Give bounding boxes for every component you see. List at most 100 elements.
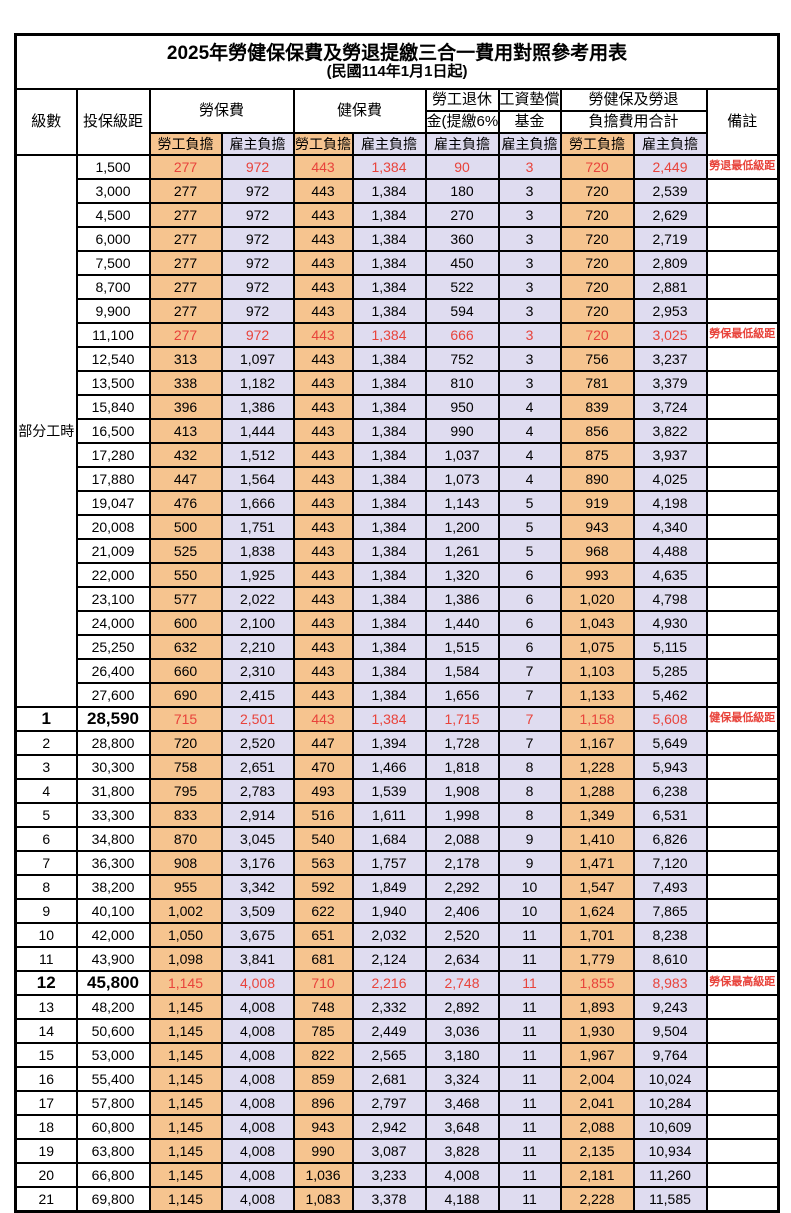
health-employee-cell: 859	[292, 1066, 354, 1092]
pension-employer-cell: 1,908	[424, 778, 500, 804]
wage-fund-cell: 7	[497, 730, 562, 756]
bracket-cell: 3,000	[75, 178, 151, 204]
health-employer-cell: 1,394	[351, 730, 427, 756]
health-employer-cell: 1,384	[351, 706, 427, 732]
total-employer-cell: 5,608	[632, 706, 708, 732]
total-employer-cell: 9,764	[632, 1042, 708, 1068]
col-header-level: 級數	[14, 88, 78, 156]
wage-fund-cell: 9	[497, 826, 562, 852]
total-employer-cell: 4,930	[632, 610, 708, 636]
bracket-cell: 21,009	[75, 538, 151, 564]
labor-employee-cell: 577	[148, 586, 223, 612]
labor-employee-cell: 525	[148, 538, 223, 564]
note-cell: 健保最低級距	[705, 706, 780, 732]
level-cell: 5	[14, 802, 78, 828]
level-cell: 9	[14, 898, 78, 924]
total-employer-cell: 10,609	[632, 1114, 708, 1140]
wage-fund-cell: 11	[497, 1066, 562, 1092]
labor-employee-cell: 1,145	[148, 1066, 223, 1092]
total-employee-cell: 943	[559, 514, 635, 540]
bracket-cell: 26,400	[75, 658, 151, 684]
health-employer-cell: 1,757	[351, 850, 427, 876]
subheader-health-employer: 雇主負擔	[351, 132, 427, 156]
labor-employee-cell: 758	[148, 754, 223, 780]
health-employee-cell: 651	[292, 922, 354, 948]
level-cell: 17	[14, 1090, 78, 1116]
total-employee-cell: 1,020	[559, 586, 635, 612]
health-employee-cell: 443	[292, 154, 354, 180]
labor-employee-cell: 1,145	[148, 1162, 223, 1188]
title-row: 2025年勞健保保費及勞退提繳三合一費用對照參考用表 (民國114年1月1日起)	[14, 33, 780, 90]
pension-employer-cell: 2,178	[424, 850, 500, 876]
total-employer-cell: 4,198	[632, 490, 708, 516]
note-cell	[705, 730, 780, 756]
health-employee-cell: 443	[292, 298, 354, 324]
labor-employer-cell: 972	[220, 202, 295, 228]
note-cell	[705, 898, 780, 924]
health-employer-cell: 2,332	[351, 994, 427, 1020]
labor-employer-cell: 972	[220, 298, 295, 324]
wage-fund-cell: 3	[497, 202, 562, 228]
pension-employer-cell: 2,292	[424, 874, 500, 900]
wage-fund-cell: 3	[497, 274, 562, 300]
bracket-cell: 30,300	[75, 754, 151, 780]
health-employer-cell: 1,384	[351, 466, 427, 492]
col-header-pension-line1: 勞工退休	[424, 88, 500, 112]
table-row: 22,000 550 1,925 443 1,384 1,320 6 993 4,635	[16, 562, 780, 588]
wage-fund-cell: 5	[497, 514, 562, 540]
total-employee-cell: 2,004	[559, 1066, 635, 1092]
total-employee-cell: 890	[559, 466, 635, 492]
bracket-cell: 27,600	[75, 682, 151, 708]
labor-employee-cell: 1,145	[148, 994, 223, 1020]
health-employee-cell: 443	[292, 202, 354, 228]
health-employer-cell: 2,216	[351, 970, 427, 996]
note-cell	[705, 610, 780, 636]
total-employee-cell: 781	[559, 370, 635, 396]
level-cell: 11	[14, 946, 78, 972]
wage-fund-cell: 3	[497, 226, 562, 252]
total-employee-cell: 968	[559, 538, 635, 564]
labor-employee-cell: 632	[148, 634, 223, 660]
total-employee-cell: 1,930	[559, 1018, 635, 1044]
labor-employer-cell: 1,386	[220, 394, 295, 420]
total-employee-cell: 1,967	[559, 1042, 635, 1068]
pension-employer-cell: 2,088	[424, 826, 500, 852]
labor-employer-cell: 3,841	[220, 946, 295, 972]
wage-fund-cell: 3	[497, 178, 562, 204]
total-employer-cell: 9,504	[632, 1018, 708, 1044]
health-employee-cell: 896	[292, 1090, 354, 1116]
total-employee-cell: 1,893	[559, 994, 635, 1020]
total-employer-cell: 3,937	[632, 442, 708, 468]
bracket-cell: 33,300	[75, 802, 151, 828]
labor-employer-cell: 2,415	[220, 682, 295, 708]
note-cell	[705, 250, 780, 276]
wage-fund-cell: 7	[497, 658, 562, 684]
table-row: 17,880 447 1,564 443 1,384 1,073 4 890 4,025	[16, 466, 780, 492]
table-row: 13 48,200 1,145 4,008 748 2,332 2,892 11 1,893 9,…	[14, 994, 780, 1020]
total-employee-cell: 2,135	[559, 1138, 635, 1164]
level-cell: 7	[14, 850, 78, 876]
level-cell: 19	[14, 1138, 78, 1164]
total-employee-cell: 720	[559, 178, 635, 204]
labor-employee-cell: 277	[148, 202, 223, 228]
level-cell: 18	[14, 1114, 78, 1140]
wage-fund-cell: 4	[497, 466, 562, 492]
labor-employee-cell: 277	[148, 178, 223, 204]
pension-employer-cell: 1,200	[424, 514, 500, 540]
total-employee-cell: 720	[559, 322, 635, 348]
health-employee-cell: 592	[292, 874, 354, 900]
table-row: 26,400 660 2,310 443 1,384 1,584 7 1,103 5,285	[16, 658, 780, 684]
pension-employer-cell: 3,036	[424, 1018, 500, 1044]
health-employee-cell: 443	[292, 538, 354, 564]
col-header-bracket: 投保級距	[75, 88, 151, 156]
subheader-total-employee: 勞工負擔	[559, 132, 635, 156]
bracket-cell: 40,100	[75, 898, 151, 924]
total-employee-cell: 1,133	[559, 682, 635, 708]
labor-employer-cell: 972	[220, 322, 295, 348]
wage-fund-cell: 6	[497, 562, 562, 588]
table-row: 6 34,800 870 3,045 540 1,684 2,088 9 1,410 6,826	[14, 826, 780, 852]
note-cell	[705, 1138, 780, 1164]
total-employee-cell: 720	[559, 202, 635, 228]
total-employer-cell: 7,120	[632, 850, 708, 876]
labor-employee-cell: 1,098	[148, 946, 223, 972]
